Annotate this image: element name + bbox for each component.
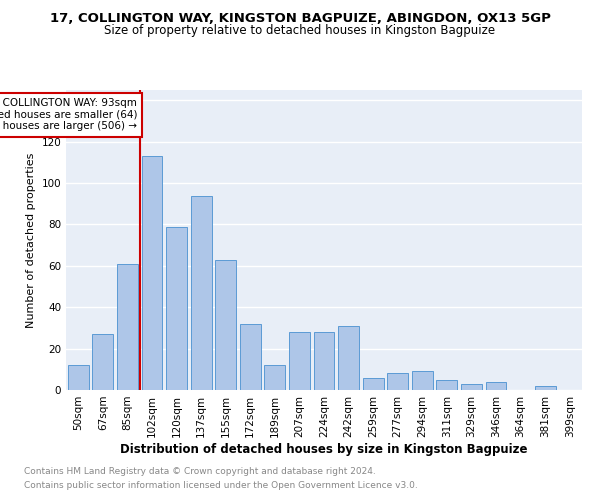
Bar (92, 334, 113, 390)
Y-axis label: Number of detached properties: Number of detached properties (26, 152, 36, 328)
Text: 17, COLLINGTON WAY, KINGSTON BAGPUIZE, ABINGDON, OX13 5GP: 17, COLLINGTON WAY, KINGSTON BAGPUIZE, A… (50, 12, 550, 26)
Bar (265, 365, 286, 390)
Bar (314, 332, 334, 390)
Text: Distribution of detached houses by size in Kingston Bagpuize: Distribution of detached houses by size … (120, 442, 528, 456)
Text: Contains HM Land Registry data © Crown copyright and database right 2024.: Contains HM Land Registry data © Crown c… (24, 467, 376, 476)
Bar (338, 326, 359, 390)
Bar (387, 374, 408, 390)
Text: 17 COLLINGTON WAY: 93sqm
← 11% of detached houses are smaller (64)
87% of semi-d: 17 COLLINGTON WAY: 93sqm ← 11% of detach… (0, 98, 137, 132)
Text: Contains public sector information licensed under the Open Government Licence v3: Contains public sector information licen… (24, 481, 418, 490)
Bar (68, 365, 89, 390)
Bar (485, 382, 506, 390)
Bar (240, 324, 261, 390)
Text: Size of property relative to detached houses in Kingston Bagpuize: Size of property relative to detached ho… (104, 24, 496, 37)
Bar (362, 378, 383, 390)
Bar (289, 332, 310, 390)
Bar (142, 156, 163, 390)
Bar (117, 264, 138, 390)
Bar (166, 226, 187, 390)
Bar (412, 372, 433, 390)
Bar (436, 380, 457, 390)
Bar (191, 196, 212, 390)
Bar (461, 384, 482, 390)
Bar (535, 386, 556, 390)
Bar (215, 260, 236, 390)
